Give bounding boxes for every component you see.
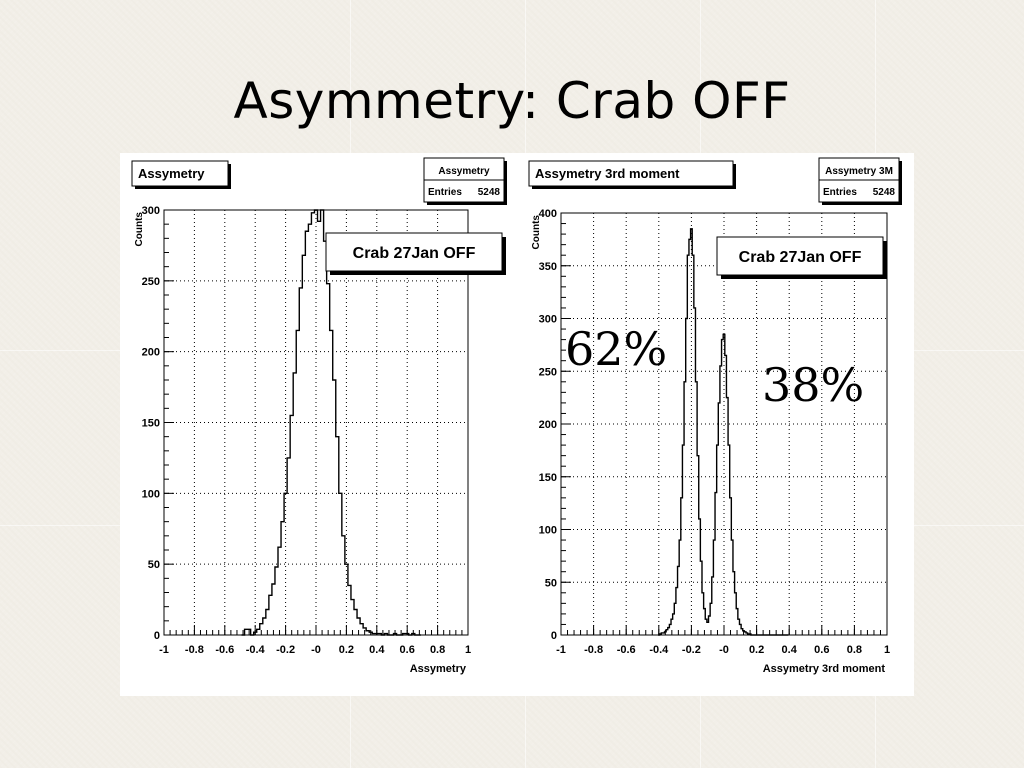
- x-tick-label: 1: [884, 644, 890, 656]
- x-tick-label: 0.6: [400, 644, 415, 656]
- y-tick-label: 150: [539, 472, 557, 484]
- x-axis-title: Assymetry: [410, 663, 467, 675]
- title-box-shadow: [228, 164, 231, 189]
- y-tick-label: 250: [142, 276, 160, 288]
- y-tick-label: 150: [142, 418, 160, 430]
- x-tick-label: 0.2: [749, 644, 764, 656]
- y-tick-label: 100: [142, 488, 160, 500]
- stats-box-shadow: [504, 161, 507, 205]
- y-tick-label: 200: [539, 419, 557, 431]
- y-tick-label: 100: [539, 525, 557, 537]
- y-tick-label: 200: [142, 347, 160, 359]
- x-tick-label: 0.2: [339, 644, 354, 656]
- x-tick-label: 1: [465, 644, 471, 656]
- x-tick-label: -0: [719, 644, 729, 656]
- x-axis-title: Assymetry 3rd moment: [763, 663, 886, 675]
- x-tick-label: -0.2: [682, 644, 701, 656]
- x-tick-label: -1: [159, 644, 169, 656]
- chart-title: Assymetry 3rd moment: [535, 166, 680, 181]
- x-tick-label: -0.4: [649, 644, 669, 656]
- x-tick-label: -0: [311, 644, 321, 656]
- stats-name: Assymetry 3M: [825, 166, 893, 177]
- y-tick-label: 50: [545, 577, 557, 589]
- stats-entries-value: 5248: [478, 187, 501, 198]
- x-tick-label: -0.8: [584, 644, 603, 656]
- stats-entries-label: Entries: [823, 187, 857, 198]
- stats-entries-value: 5248: [873, 187, 896, 198]
- x-tick-label: -0.6: [617, 644, 636, 656]
- label-box-text: Crab 27Jan OFF: [353, 245, 476, 262]
- label-box: [716, 236, 884, 276]
- title-box-shadow: [532, 186, 736, 189]
- histogram-series: [657, 228, 789, 636]
- stats-box-shadow: [899, 161, 902, 205]
- asymmetry-histogram: Assymetry Assymetry Entries 5248 -1 -0.8 -0.6-…: [120, 153, 517, 696]
- annotation-62-percent: 62%: [565, 322, 668, 376]
- x-tick-label: 0.8: [430, 644, 445, 656]
- slide-title: Asymmetry: Crab OFF: [233, 72, 791, 130]
- stats-box-shadow: [427, 202, 507, 205]
- title-box-shadow: [135, 186, 231, 189]
- title-box: [528, 160, 734, 187]
- y-tick-label: 350: [539, 261, 557, 273]
- y-axis-title: Counts: [531, 215, 542, 250]
- x-tick-label: -1: [556, 644, 566, 656]
- y-tick-label: 250: [539, 366, 557, 378]
- x-tick-label: 0.4: [782, 644, 798, 656]
- y-tick-label: 0: [551, 630, 557, 642]
- stats-name: Assymetry: [438, 166, 490, 177]
- y-tick-label: 400: [539, 208, 557, 220]
- label-box-text: Crab 27Jan OFF: [739, 249, 862, 266]
- histogram-series: [241, 209, 421, 636]
- y-tick-label: 300: [539, 314, 557, 326]
- y-tick-label: 300: [142, 205, 160, 217]
- stats-entries-label: Entries: [428, 187, 462, 198]
- x-tick-label: -0.4: [246, 644, 266, 656]
- asymmetry-3rd-moment-histogram-svg: Assymetry 3rd moment Assymetry 3M Entries 5…: [528, 157, 902, 675]
- x-tick-label: -0.8: [185, 644, 204, 656]
- y-tick-label: 50: [148, 559, 160, 571]
- plots-panel: Assymetry Assymetry Entries 5248 -1 -0.8 -0.6-…: [120, 153, 914, 696]
- asymmetry-3rd-moment-histogram: Assymetry 3rd moment Assymetry 3M Entries 5…: [517, 153, 914, 696]
- x-tick-label: 0.6: [814, 644, 829, 656]
- chart-title: Assymetry: [138, 166, 205, 181]
- title-box-shadow: [733, 164, 736, 189]
- x-tick-label: -0.6: [215, 644, 234, 656]
- annotation-38-percent: 38%: [762, 358, 865, 412]
- y-axis-title: Counts: [134, 212, 145, 247]
- x-tick-label: -0.2: [276, 644, 295, 656]
- label-box: [325, 232, 503, 272]
- stats-box-shadow: [822, 202, 902, 205]
- x-tick-label: 0.8: [847, 644, 862, 656]
- x-tick-label: 0.4: [369, 644, 385, 656]
- y-tick-label: 0: [154, 630, 160, 642]
